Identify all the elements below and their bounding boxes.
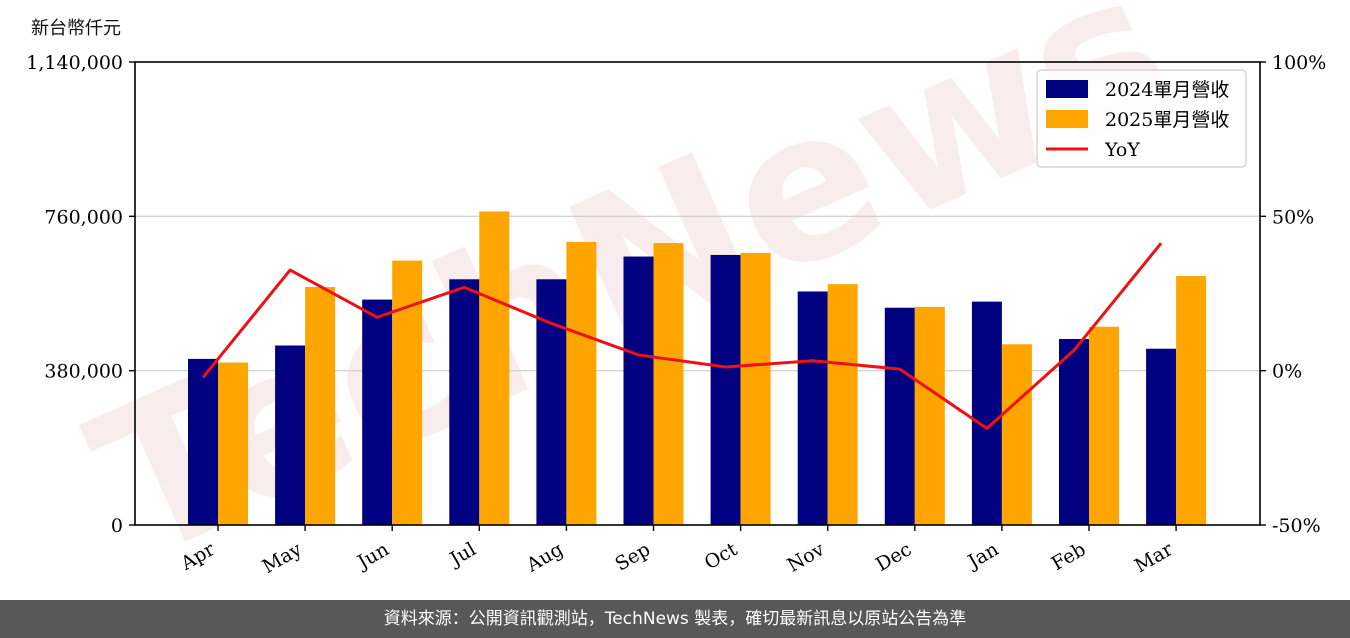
bar-2025-dec [914, 306, 945, 525]
legend-label-0: 2024單月營收 [1105, 79, 1229, 101]
left-tick-label: 380,000 [44, 361, 123, 383]
legend-label-2: YoY [1104, 139, 1140, 161]
bar-2024-mar [1146, 348, 1177, 525]
bar-2025-oct [740, 252, 771, 525]
x-tick-label-jun: Jun [352, 538, 393, 574]
legend-swatch-0 [1046, 80, 1088, 98]
bar-2025-feb [1089, 326, 1119, 525]
bar-2024-may [275, 345, 306, 525]
x-tick-label-feb: Feb [1048, 538, 1090, 575]
right-tick-label: 50% [1272, 206, 1314, 228]
bar-2025-aug [566, 241, 597, 526]
bar-2024-jul [449, 279, 480, 525]
legend-box [1036, 69, 1247, 168]
x-tick-label-aug: Aug [522, 538, 567, 577]
legend-label-1: 2025單月營收 [1105, 109, 1229, 131]
bar-2025-jul [479, 211, 510, 525]
x-tick-label-oct: Oct [701, 538, 742, 574]
x-tick-label-jul: Jul [445, 538, 480, 571]
bar-2024-dec [884, 307, 915, 525]
bar-2024-feb [1059, 338, 1089, 525]
revenue-yoy-chart: TechNews 0380,000760,0001,140,000-50%0%5… [26, 0, 1326, 600]
legend: 2024單月營收 2025單月營收 YoY [1036, 69, 1247, 168]
legend-swatch-1 [1046, 110, 1088, 128]
bar-2025-nov [827, 284, 858, 525]
left-tick-label: 0 [111, 515, 123, 537]
yoy-line-layer [201, 242, 1163, 430]
bar-2024-aug [536, 279, 567, 525]
bar-2025-mar [1176, 276, 1207, 525]
bar-2024-jun [362, 299, 393, 525]
left-tick-label: 760,000 [44, 206, 123, 228]
bar-2025-sep [653, 243, 684, 525]
right-tick-label: 100% [1272, 52, 1326, 74]
x-tick-label-jan: Jan [963, 538, 1003, 574]
source-footer: 資料來源：公開資訊觀測站，TechNews 製表，確切最新訊息以原站公告為準 [0, 600, 1350, 638]
yoy-line [201, 242, 1163, 430]
bar-2025-apr [218, 362, 248, 525]
bar-2024-oct [710, 254, 741, 525]
bar-2025-jun [392, 260, 423, 525]
bar-2024-nov [797, 291, 828, 525]
bars [188, 211, 1207, 526]
bar-2024-apr [188, 358, 218, 525]
bar-2025-jan [1001, 344, 1032, 525]
x-tick-label-sep: Sep [611, 538, 654, 575]
bar-2025-may [305, 287, 336, 525]
left-tick-label: 1,140,000 [26, 52, 123, 74]
plot-frame [134, 61, 1261, 526]
bar-2024-sep [623, 256, 654, 525]
right-tick-label: 0% [1272, 361, 1302, 383]
bar-2024-jan [971, 301, 1002, 525]
right-tick-label: -50% [1272, 515, 1321, 537]
x-tick-label-dec: Dec [872, 538, 915, 576]
y-axis-unit-label: 新台幣仟元 [31, 18, 121, 39]
x-tick-label-mar: Mar [1131, 538, 1177, 577]
x-tick-label-nov: Nov [784, 538, 829, 577]
